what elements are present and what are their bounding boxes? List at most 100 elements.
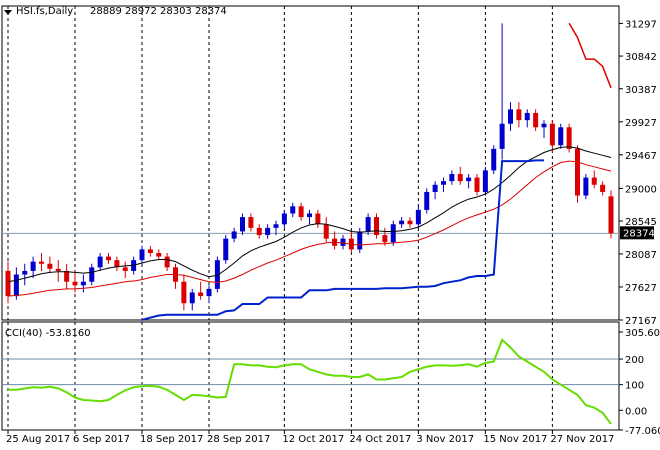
candle-body [55, 268, 61, 271]
candle-body [139, 249, 145, 261]
candle-body [323, 224, 329, 239]
cci-y-tick-label: 0.00 [625, 406, 647, 417]
header: HSI.fs,Daily 28889 28972 28303 28374 [4, 6, 227, 17]
dropdown-arrow-icon[interactable] [4, 10, 12, 15]
indicator-lines [7, 22, 612, 425]
x-tick-label: 6 Sep 2017 [73, 434, 130, 445]
candle-body [583, 177, 589, 196]
candle-body [482, 170, 488, 192]
candle-body [365, 217, 371, 232]
candle-body [122, 267, 128, 271]
candle-body [399, 220, 405, 225]
candle-body [600, 184, 606, 192]
candle-body [307, 213, 312, 218]
cci-y-tick-label: -77.0604 [625, 426, 660, 437]
candle-body [466, 177, 472, 182]
current-price-box [620, 226, 654, 240]
candle-body [533, 112, 539, 128]
candle-body [13, 274, 19, 297]
y-tick-label: 27627 [625, 283, 657, 294]
candle-body [549, 123, 555, 146]
y-axis: 31297 30842 30387 29927 29467 29000 28545 28087… [619, 19, 660, 437]
candle-body [524, 112, 530, 121]
candle-body [181, 281, 187, 304]
current-price-tag: 28374 [620, 226, 655, 240]
y-tick-label: 28087 [625, 250, 657, 261]
candle-body [499, 123, 505, 149]
candle-body [449, 173, 455, 182]
candles [5, 23, 614, 311]
candle-body [206, 288, 212, 297]
y-tick-label: 28545 [625, 217, 657, 228]
x-tick-label: 15 Nov 2017 [483, 434, 547, 445]
candle-body [240, 217, 245, 232]
candle-body [415, 209, 421, 225]
x-tick-label: 25 Aug 2017 [6, 434, 70, 445]
candle-body [357, 231, 363, 250]
grid [1, 5, 620, 431]
candle-body [407, 220, 413, 225]
x-tick-label: 27 Nov 2017 [550, 434, 614, 445]
candle-body [298, 206, 304, 218]
candle-body [156, 252, 162, 257]
candle-body [374, 217, 379, 236]
candle-body [22, 270, 28, 275]
candle-body [566, 127, 572, 149]
candle-body [106, 256, 111, 261]
candle-body [541, 123, 547, 128]
y-tick-label: 30387 [625, 85, 657, 96]
candle-body [30, 261, 36, 271]
candle-body [508, 109, 513, 124]
x-tick-label: 3 Nov 2017 [416, 434, 474, 445]
candle-body [5, 270, 11, 297]
y-tick-label: 29927 [625, 118, 657, 129]
candle-body [189, 292, 195, 304]
candle-body [114, 260, 120, 268]
cci-y-tick-label: 100 [625, 381, 644, 392]
symbol-label: HSI.fs,Daily [16, 6, 73, 17]
candle-body [39, 261, 44, 264]
y-tick-label: 27167 [625, 316, 657, 327]
candle-body [474, 177, 480, 192]
x-tick-label: 24 Oct 2017 [349, 434, 411, 445]
x-tick-label: 18 Sep 2017 [140, 434, 203, 445]
x-axis: 25 Aug 2017 6 Sep 2017 18 Sep 2017 28 Sep 2… [6, 430, 614, 445]
candle-body [491, 148, 497, 171]
candle-body [608, 196, 614, 234]
candle-body [248, 217, 254, 228]
candle-body [273, 224, 279, 228]
cci-panel-frame [1, 321, 620, 431]
candle-body [80, 281, 86, 286]
x-tick-label: 12 Oct 2017 [282, 434, 344, 445]
candle-body [214, 260, 220, 289]
candle-body [575, 148, 580, 196]
candle-body [424, 191, 430, 210]
cci-label: CCI(40) -53.8160 [5, 328, 91, 339]
candle-body [281, 213, 287, 225]
candle-body [231, 231, 237, 239]
cci-header: CCI(40) -53.8160 [5, 328, 91, 339]
y-tick-label: 31297 [625, 19, 657, 30]
candle-body [432, 184, 438, 192]
candle-body [147, 249, 153, 253]
candle-body [265, 227, 271, 236]
price-panel-frame [1, 5, 620, 321]
candle-body [290, 206, 296, 214]
y-tick-label: 29467 [625, 151, 657, 162]
candle-body [256, 227, 262, 236]
candle-body [47, 263, 53, 269]
candle-body [64, 270, 70, 282]
cci-y-tick-label: 305.6036 [625, 328, 660, 339]
y-tick-label: 30842 [625, 52, 657, 63]
candle-body [390, 224, 396, 243]
candle-body [516, 109, 522, 121]
candle-body [457, 173, 463, 182]
candle-body [164, 256, 170, 268]
ma-slow-line [7, 160, 612, 297]
candle-body [441, 181, 446, 185]
ma-long-line [141, 159, 544, 321]
candle-body [315, 213, 321, 225]
x-tick-label: 28 Sep 2017 [207, 434, 270, 445]
current-price-text: 28374 [623, 228, 655, 239]
